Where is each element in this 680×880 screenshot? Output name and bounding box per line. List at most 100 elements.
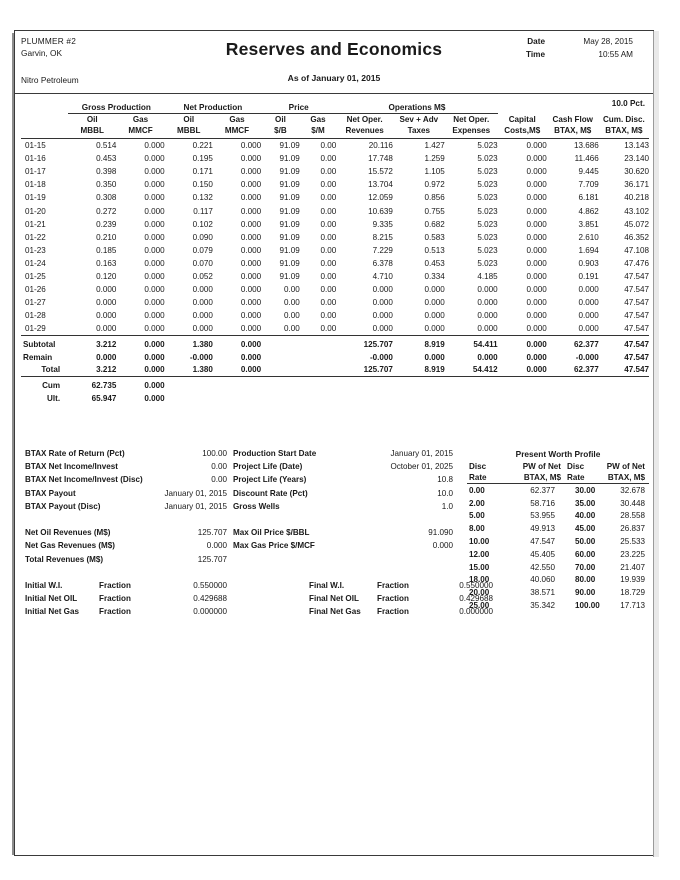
summary-cell: 47.547 [624,352,649,362]
pw-value-2: 28.558 [620,511,645,521]
total-rule [21,376,649,380]
summary-middle-value: 1.0 [441,501,453,511]
pw-disc-rate-1: 0.00 [469,485,485,495]
row-cell: 91.09 [279,154,300,164]
row-cell: 0.272 [96,206,117,216]
row-cell: 11.466 [574,154,599,164]
row-cell: 0.000 [424,311,445,321]
summary-middle-value: 10.0 [437,488,453,498]
fraction-initial-unit: Fraction [99,594,131,604]
row-cell: 0.000 [240,206,262,216]
row-cell: 5.023 [477,219,498,229]
cumulative-gas: 0.000 [144,380,165,390]
pw-value-1: 45.405 [530,549,555,559]
row-cell: 0.120 [96,271,117,281]
row-period: 01-15 [25,141,46,151]
summary-middle-label: Production Start Date [233,449,317,458]
fraction-initial-label: Initial Net Gas [25,607,79,617]
pw-disc-rate-2: 70.00 [575,562,596,572]
row-cell: 6.181 [578,193,599,203]
pw-value-2: 23.225 [620,549,645,559]
row-cell: 91.09 [279,245,300,255]
summary-middle-value: January 01, 2015 [390,449,453,458]
pw-sub-rate-2: Rate [567,473,585,482]
row-cell: 0.000 [526,180,547,190]
col-gross-oil: Oil [86,115,98,124]
fraction-final-value: 0.429688 [459,594,493,604]
row-cell: 0.000 [96,298,117,308]
unit-expenses: Expenses [452,126,491,135]
row-cell: 0.308 [96,193,117,203]
fraction-initial-unit: Fraction [99,607,131,617]
summary-line: BTAX Payout January 01, 2015 Discount Rate… [21,489,649,502]
row-period: 01-16 [25,154,46,164]
row-cell: 5.023 [477,180,498,190]
pw-row: 12.00 45.405 60.00 23.225 [467,548,649,561]
row-cell: 0.000 [144,167,165,177]
row-cell: 15.572 [368,167,393,177]
row-cell: 47.547 [624,311,649,321]
summary-left-value: 125.707 [197,528,227,538]
subtotal-rule [21,335,649,339]
row-cell: 0.000 [96,324,117,334]
summary-left-label: Total Revenues (M$) [25,554,104,564]
row-cell: 4.862 [578,206,599,216]
fraction-initial-value: 0.000000 [193,607,227,617]
discount-note: 10.0 Pct. [611,99,645,108]
fraction-final-unit: Fraction [377,594,409,604]
row-cell: 0.000 [526,324,547,334]
row-cell: 0.000 [240,232,262,242]
row-cell: 0.195 [192,154,213,164]
summary-line: Net Oil Revenues (M$) 125.707 Max Oil Pric… [21,528,649,541]
pw-disc-rate-1: 18.00 [469,575,490,585]
row-cell: 0.150 [192,180,213,190]
summary-middle-label: Discount Rate (Pct) [233,488,308,498]
row-cell: 1.105 [424,167,445,177]
row-cell: 0.00 [320,141,337,151]
group-net-production: Net Production [164,99,262,114]
row-cell: 9.445 [578,167,599,177]
row-cell: 0.000 [526,206,547,216]
row-cell: 0.000 [526,154,547,164]
row-cell: 0.903 [578,258,599,268]
row-period: 01-25 [25,271,46,281]
summary-middle-value: 0.000 [432,541,453,551]
summary-left-value: 0.000 [206,541,227,551]
summary-cell: 0.000 [424,352,445,362]
table-row: 01-26 0.000 0.000 0.000 0.000 0.00 0.00 0.000 0.… [21,283,649,296]
fraction-line: Initial Net OIL Fraction 0.429688 Final Net… [21,594,649,607]
row-cell: 0.000 [192,298,213,308]
col-mo-yr [21,125,68,138]
row-cell: 0.163 [96,258,117,268]
row-cell: 0.00 [320,324,337,334]
summary-left-label: BTAX Payout (Disc) [25,501,101,511]
summary-middle-value: 91.090 [428,528,453,538]
summary-middle-value: 10.8 [437,475,453,485]
economics-summary: BTAX Rate of Return (Pct) 100.00 Productio… [21,449,649,620]
row-cell: 0.00 [320,298,337,308]
row-period: 01-17 [25,167,46,177]
summary-cell: 62.377 [573,340,599,350]
row-cell: 0.00 [320,154,337,164]
row-cell: 0.000 [526,193,547,203]
pw-disc-rate-2: 30.00 [575,485,596,495]
row-cell: 0.221 [192,141,213,151]
row-cell: 0.000 [240,193,262,203]
summary-middle-label: Project Life (Years) [233,475,307,485]
row-cell: 45.072 [624,219,649,229]
row-cell: 0.000 [240,245,262,255]
row-cell: 7.709 [578,180,599,190]
pw-disc-rate-2: 40.00 [575,511,596,521]
row-cell: 0.079 [192,245,213,255]
summary-middle-label: Max Oil Price $/BBL [233,528,310,538]
row-cell: 0.00 [320,245,337,255]
table-row: 01-27 0.000 0.000 0.000 0.000 0.00 0.00 0.000 0.… [21,296,649,309]
row-cell: 2.610 [578,232,599,242]
summary-left-value: January 01, 2015 [164,488,227,498]
unit-gross-oil: MBBL [80,126,104,135]
summary-cell: 8.919 [424,340,445,350]
row-cell: 0.000 [526,232,547,242]
summary-cell: 47.547 [624,340,649,350]
production-forecast-table: 10.0 Pct. Gross Production Net Productio… [21,99,649,404]
row-cell: 0.000 [526,245,547,255]
